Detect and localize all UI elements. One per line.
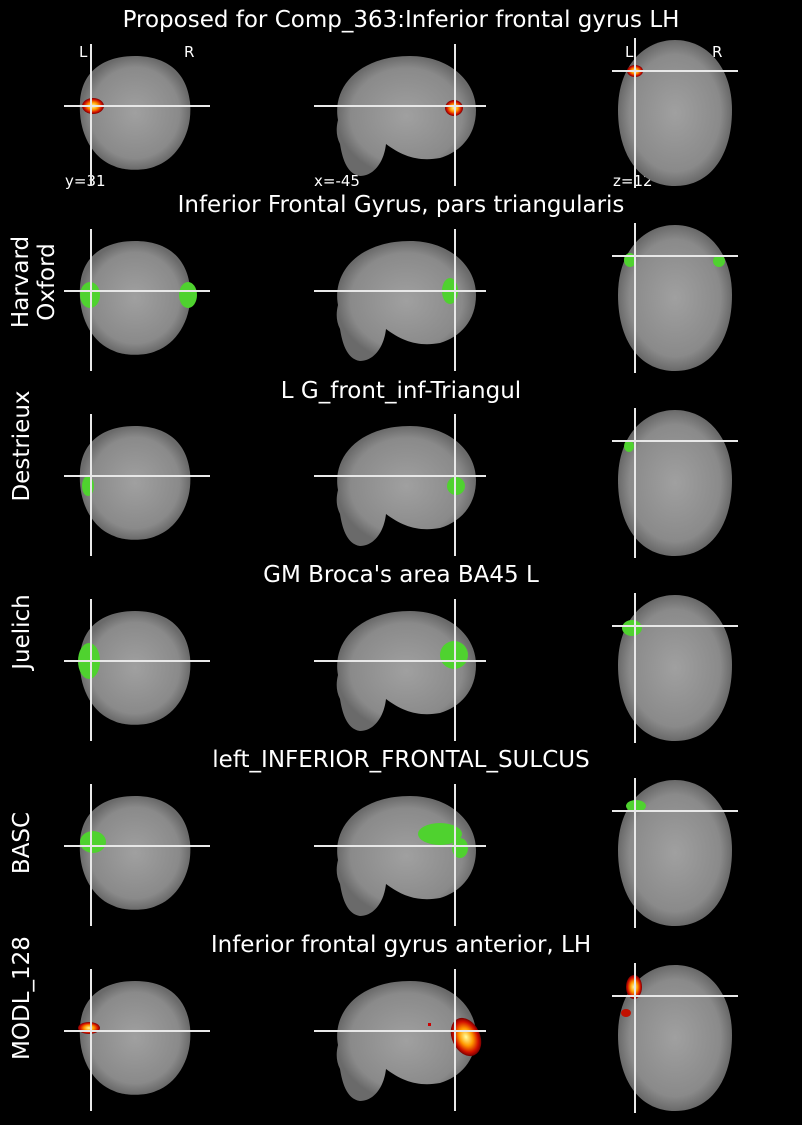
axial-slice-basc (612, 778, 738, 928)
sagittal-slice-juelich (314, 599, 486, 741)
coronal-slice-basc (64, 784, 210, 926)
sagittal-slice-harvard-oxford (314, 229, 486, 371)
coordinate-x: x=-45 (314, 172, 360, 190)
figure-title: Proposed for Comp_363:Inferior frontal g… (122, 7, 680, 33)
activation-blob (78, 1022, 100, 1034)
sagittal-slice-proposed (314, 44, 486, 186)
region-title-harvard-oxford: Inferior Frontal Gyrus, pars triangulari… (177, 192, 625, 218)
row-label-juelich: Juelich (9, 594, 35, 670)
coronal-slice-modl (64, 969, 210, 1111)
axial-slice-juelich (612, 593, 738, 743)
row-label-basc: BASC (9, 811, 35, 875)
sagittal-slice-modl (314, 969, 486, 1111)
axial-slice-destrieux (612, 408, 738, 558)
atlas-region (418, 823, 462, 845)
orientation-left-label: L (79, 43, 88, 61)
atlas-region (82, 476, 94, 496)
coordinate-z: z=12 (613, 172, 653, 190)
axial-slice-proposed (612, 38, 738, 188)
coronal-slice-juelich (64, 599, 210, 741)
atlas-region (622, 620, 642, 636)
coronal-slice-destrieux (64, 414, 210, 556)
coronal-slice-harvard-oxford (64, 229, 210, 371)
axial-slice-harvard-oxford (612, 223, 738, 373)
region-title-modl: Inferior frontal gyrus anterior, LH (210, 932, 592, 958)
sagittal-slice-destrieux (314, 414, 486, 556)
atlas-region-right (713, 255, 725, 267)
orientation-right-label: R (184, 43, 195, 61)
region-title-destrieux: L G_front_inf-Triangul (280, 378, 522, 404)
sagittal-slice-basc (314, 784, 486, 926)
atlas-region (624, 440, 634, 452)
activation-blob-small (621, 1009, 631, 1017)
coordinate-y: y=31 (65, 172, 106, 190)
row-label-harvard-oxford: Harvard Oxford (8, 235, 60, 329)
row-label-modl: MODL_128 (9, 936, 35, 1060)
atlas-region-right (179, 282, 197, 308)
atlas-region (80, 831, 106, 853)
region-title-juelich: GM Broca's area BA45 L (263, 562, 539, 588)
orientation-left-label-axial: L (625, 43, 634, 61)
row-label-destrieux: Destrieux (9, 390, 35, 502)
axial-slice-modl (612, 963, 738, 1113)
orientation-right-label-axial: R (712, 43, 723, 61)
region-title-basc: left_INFERIOR_FRONTAL_SULCUS (212, 747, 590, 773)
activation-blob (450, 1017, 482, 1057)
coronal-slice-proposed (64, 44, 210, 186)
